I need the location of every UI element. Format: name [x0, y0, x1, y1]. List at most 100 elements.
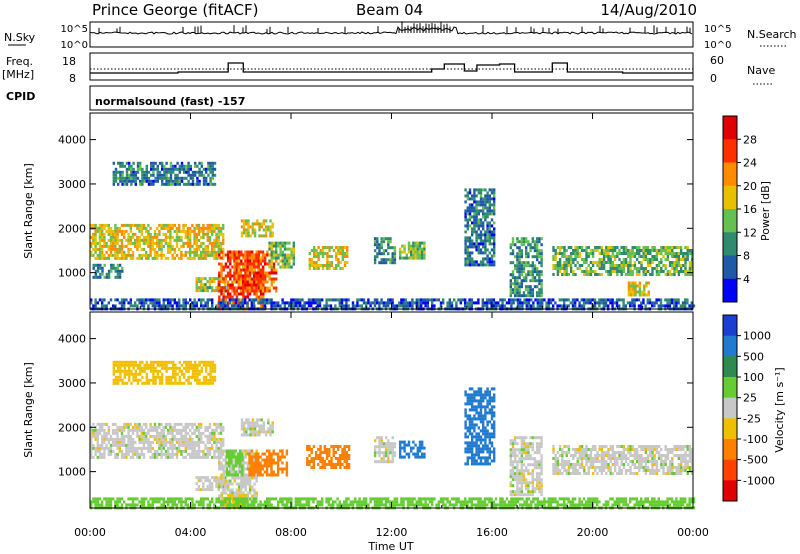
- data-cell: [356, 304, 359, 308]
- data-cell: [540, 261, 543, 265]
- data-cell: [250, 289, 254, 293]
- data-cell: [328, 261, 331, 264]
- data-cell: [189, 229, 192, 233]
- data-cell: [585, 301, 588, 305]
- data-cell: [117, 381, 120, 385]
- data-cell: [341, 258, 344, 261]
- data-cell: [572, 261, 575, 264]
- data-cell: [94, 437, 97, 441]
- data-cell: [421, 241, 424, 245]
- data-cell: [191, 250, 194, 254]
- data-cell: [197, 277, 201, 281]
- data-cell: [145, 440, 148, 444]
- data-cell: [171, 437, 174, 441]
- data-cell: [196, 170, 199, 174]
- data-cell: [253, 277, 256, 281]
- data-cell: [241, 452, 244, 456]
- data-cell: [261, 458, 264, 462]
- data-cell: [583, 261, 586, 264]
- data-cell: [655, 252, 659, 255]
- data-cell: [96, 269, 100, 273]
- data-cell: [540, 249, 543, 253]
- data-cell: [275, 259, 278, 263]
- data-cell: [94, 232, 97, 236]
- data-cell: [94, 428, 97, 432]
- data-cell: [589, 249, 593, 252]
- data-cell: [471, 260, 474, 264]
- data-cell: [197, 437, 201, 441]
- data-cell: [525, 237, 528, 241]
- data-cell: [189, 360, 192, 364]
- data-cell: [151, 434, 154, 438]
- data-cell: [112, 173, 115, 177]
- data-cell: [101, 235, 104, 239]
- data-cell: [140, 253, 143, 257]
- data-cell: [486, 209, 489, 213]
- data-cell: [220, 250, 223, 254]
- data-cell: [202, 226, 205, 230]
- data-cell: [511, 237, 515, 241]
- data-cell: [547, 301, 550, 305]
- data-cell: [308, 463, 311, 466]
- data-cell: [475, 194, 478, 198]
- data-cell: [142, 238, 146, 242]
- data-cell: [202, 256, 205, 260]
- data-cell: [206, 425, 209, 429]
- data-cell: [209, 369, 212, 373]
- data-cell: [240, 449, 243, 453]
- data-cell: [125, 434, 128, 438]
- data-cell: [569, 252, 573, 255]
- data-cell: [128, 369, 131, 373]
- data-cell: [416, 250, 419, 254]
- data-cell: [160, 455, 163, 459]
- data-cell: [123, 363, 126, 367]
- data-cell: [686, 273, 689, 276]
- data-cell: [182, 428, 185, 432]
- data-cell: [323, 463, 327, 466]
- data-cell: [229, 253, 232, 257]
- data-cell: [627, 249, 630, 252]
- data-cell: [477, 248, 480, 252]
- data-cell: [206, 479, 209, 483]
- data-cell: [522, 267, 526, 271]
- data-cell: [129, 455, 132, 459]
- data-cell: [607, 246, 610, 249]
- data-cell: [327, 304, 330, 308]
- data-cell: [684, 261, 687, 264]
- data-cell: [207, 378, 210, 382]
- data-cell: [145, 378, 148, 382]
- data-cell: [684, 264, 687, 267]
- data-cell: [255, 262, 258, 266]
- data-cell: [222, 496, 226, 500]
- data-cell: [140, 232, 143, 236]
- data-cell: [556, 246, 560, 249]
- data-cell: [136, 298, 139, 302]
- data-cell: [607, 270, 610, 273]
- data-cell: [246, 304, 249, 308]
- data-cell: [158, 452, 161, 456]
- data-cell: [270, 268, 273, 272]
- data-cell: [523, 301, 526, 305]
- data-cell: [556, 261, 560, 264]
- data-cell: [640, 290, 644, 294]
- data-cell: [142, 431, 146, 435]
- data-cell: [164, 304, 168, 308]
- data-cell: [130, 164, 133, 168]
- noise-sky-trace: [89, 26, 693, 35]
- data-cell: [283, 304, 286, 308]
- data-cell: [285, 464, 289, 468]
- data-cell: [120, 443, 124, 447]
- data-cell: [229, 464, 232, 468]
- data-cell: [109, 238, 113, 242]
- data-cell: [96, 253, 99, 257]
- data-cell: [128, 375, 131, 379]
- data-cell: [161, 372, 164, 376]
- data-cell: [267, 430, 270, 434]
- data-cell: [405, 256, 408, 260]
- data-cell: [576, 246, 579, 249]
- data-cell: [158, 238, 161, 242]
- data-cell: [237, 292, 241, 296]
- data-cell: [173, 434, 176, 438]
- data-cell: [536, 255, 539, 259]
- data-cell: [202, 232, 205, 236]
